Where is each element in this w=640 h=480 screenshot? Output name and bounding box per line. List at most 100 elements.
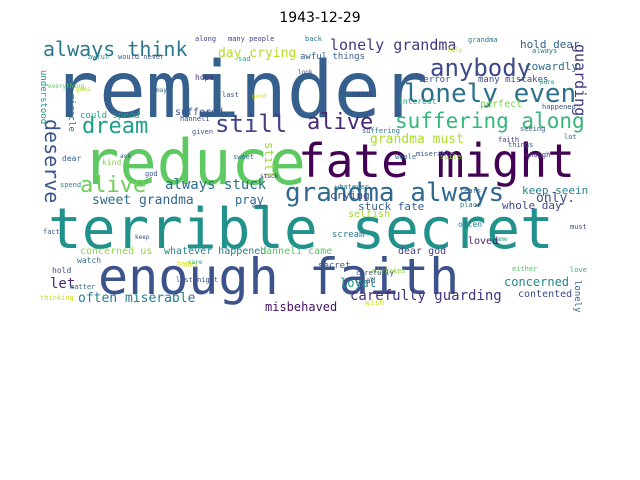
cloud-word: grandma always bbox=[285, 178, 505, 208]
cloud-word: mistakes bbox=[372, 267, 406, 275]
cloud-word: hope bbox=[195, 73, 215, 82]
cloud-word: everything bbox=[48, 83, 85, 90]
cloud-word: given bbox=[192, 128, 214, 136]
cloud-word: spend bbox=[60, 181, 82, 189]
cloud-word: came bbox=[493, 236, 508, 243]
cloud-word: interest bbox=[398, 97, 437, 106]
cloud-word: pray bbox=[235, 193, 264, 207]
cloud-word: happy bbox=[177, 260, 199, 268]
cloud-word: sweet grandma bbox=[92, 193, 194, 208]
cloud-word: always stuck bbox=[165, 177, 267, 193]
cloud-word: tears bbox=[460, 187, 482, 195]
cloud-word: reduce bbox=[82, 126, 306, 199]
cloud-word: matter bbox=[70, 283, 96, 291]
cloud-word: secret bbox=[318, 261, 351, 271]
cloud-word: misbehaved bbox=[265, 300, 338, 313]
cloud-word: awful bbox=[88, 53, 110, 61]
cloud-word: either bbox=[512, 265, 538, 273]
cloud-word: suffering along bbox=[395, 109, 585, 133]
cloud-word: terrible secret bbox=[48, 197, 554, 262]
cloud-word: alive bbox=[307, 110, 374, 135]
cloud-word: hanneli came bbox=[260, 246, 333, 257]
cloud-word: along bbox=[195, 35, 217, 43]
cloud-word: suffering bbox=[362, 127, 400, 135]
cloud-word: thinking bbox=[40, 294, 74, 302]
cloud-word: faith bbox=[498, 136, 520, 144]
cloud-word: terror bbox=[418, 75, 451, 85]
cloud-word: loved bbox=[468, 236, 499, 247]
cloud-word: often bbox=[458, 220, 483, 229]
cloud-word: would never bbox=[118, 53, 165, 61]
figure-title: 1943-12-29 bbox=[279, 10, 361, 26]
cloud-word: even bbox=[252, 203, 267, 210]
cloud-word: help bbox=[448, 47, 463, 54]
cloud-word: concerned us bbox=[80, 246, 153, 257]
cloud-word: always bbox=[532, 47, 558, 55]
cloud-word: many mistakes bbox=[478, 75, 549, 85]
cloud-word: kind bbox=[102, 158, 122, 167]
cloud-word: lonely even bbox=[404, 79, 577, 109]
cloud-word: loyal bbox=[340, 276, 377, 290]
cloud-word: last bbox=[222, 91, 239, 99]
cloud-word: perfect bbox=[480, 99, 523, 110]
cloud-word: awful things bbox=[300, 52, 366, 62]
cloud-word: selfish bbox=[348, 209, 391, 220]
cloud-word: many people bbox=[228, 35, 275, 43]
cloud-word: whole bbox=[395, 153, 417, 161]
cloud-word: contented bbox=[518, 289, 573, 300]
cloud-word: whatever happened bbox=[164, 246, 267, 257]
cloud-word: sad bbox=[238, 55, 251, 63]
cloud-word: miracle bbox=[66, 94, 76, 132]
cloud-word: whole day bbox=[502, 199, 562, 212]
cloud-word: anybody bbox=[430, 54, 532, 82]
cloud-word: miserable bbox=[416, 150, 454, 158]
cloud-word: fate might bbox=[298, 134, 575, 188]
cloud-word: grandma bbox=[468, 36, 498, 44]
cloud-word: stuck bbox=[260, 173, 279, 180]
cloud-word: must bbox=[570, 223, 587, 231]
cloud-word: watch bbox=[77, 256, 102, 265]
cloud-word: last night bbox=[176, 276, 219, 284]
cloud-word: grandma must bbox=[370, 132, 464, 147]
cloud-word: things bbox=[508, 141, 534, 149]
cloud-word: sweet bbox=[233, 153, 255, 161]
cloud-word: whatever bbox=[335, 183, 369, 191]
cloud-word: lonely night bbox=[572, 280, 582, 313]
cloud-word: happened bbox=[542, 103, 576, 111]
cloud-word: carefully bbox=[356, 269, 394, 277]
cloud-word: scream bbox=[332, 230, 365, 240]
cloud-word: could spend bbox=[80, 111, 140, 121]
cloud-word: dear bbox=[62, 154, 82, 163]
cloud-word: deserve bbox=[40, 119, 64, 204]
cloud-word: god bbox=[145, 170, 158, 178]
cloud-word: dream bbox=[82, 114, 149, 139]
cloud-word: goes bbox=[76, 86, 91, 93]
cloud-word: back bbox=[305, 35, 322, 43]
cloud-word: hold dear bbox=[520, 38, 580, 51]
cloud-word: suffered bbox=[175, 107, 224, 118]
cloud-word: keep seeing bbox=[522, 184, 588, 197]
cloud-word: dear god bbox=[398, 246, 447, 257]
cloud-word: hold bbox=[52, 266, 72, 275]
cloud-word: love bbox=[570, 266, 587, 274]
cloud-word: wish bbox=[365, 298, 385, 307]
cloud-word: alive bbox=[80, 173, 147, 198]
cloud-word: let bbox=[50, 276, 76, 292]
cloud-word: concerned bbox=[504, 275, 570, 289]
cloud-word: place bbox=[460, 201, 482, 209]
cloud-word: cowardly bbox=[525, 60, 578, 73]
cloud-word: may bbox=[156, 87, 167, 94]
cloud-word: only. bbox=[536, 191, 576, 206]
word-cloud: reminder terrible secret enough faith reduc… bbox=[40, 34, 588, 314]
cloud-word: carefully guarding bbox=[350, 288, 502, 304]
cloud-word: enough bbox=[525, 151, 551, 159]
cloud-word: stuck fate bbox=[358, 200, 425, 213]
cloud-word: still bbox=[215, 110, 288, 138]
cloud-word: look bbox=[298, 69, 313, 76]
cloud-word: lonely grandma bbox=[330, 36, 457, 54]
cloud-word: understood bbox=[40, 70, 48, 125]
cloud-word: pure bbox=[540, 79, 555, 86]
cloud-word: hanneli bbox=[180, 115, 210, 123]
cloud-word: enough faith bbox=[98, 248, 460, 306]
cloud-word: keep bbox=[135, 234, 150, 241]
